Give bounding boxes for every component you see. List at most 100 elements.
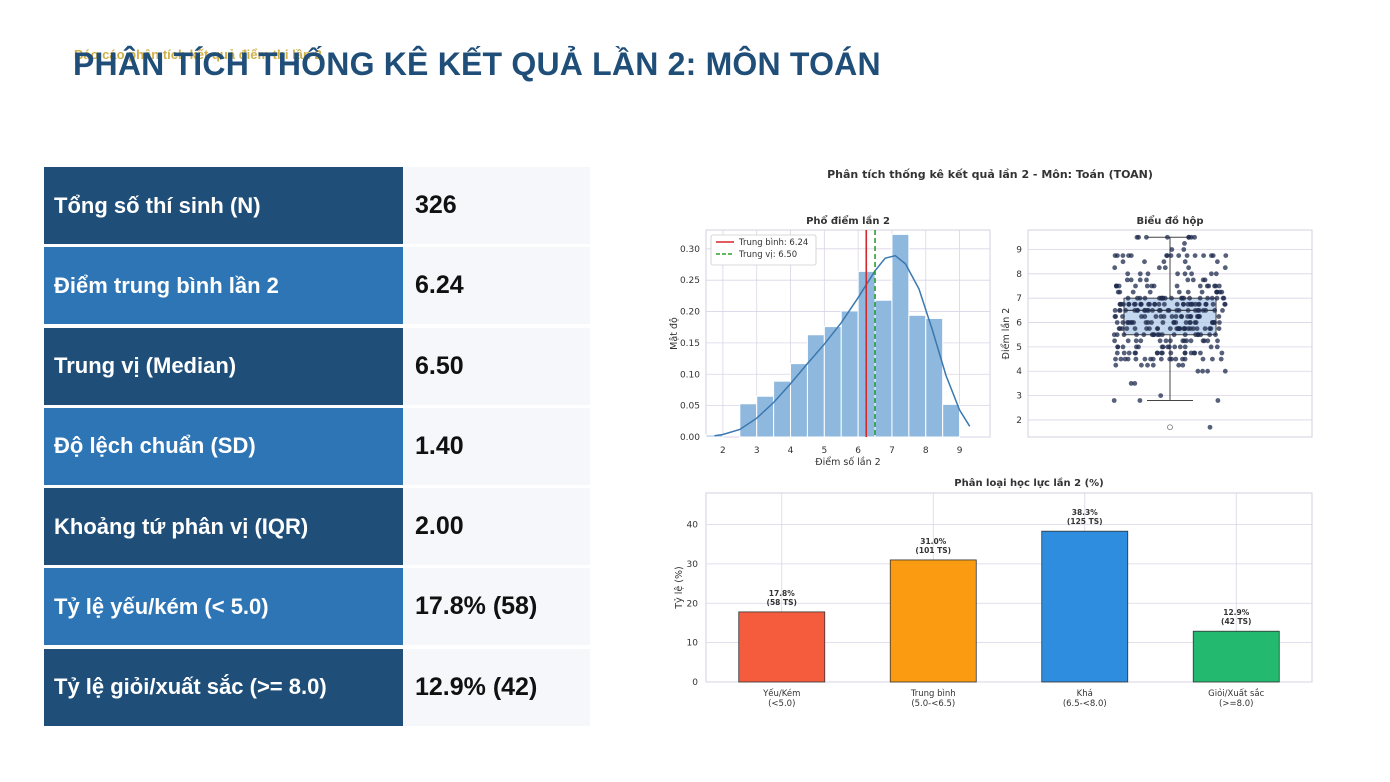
score-point — [1142, 295, 1148, 301]
bar-data-label: 17.8% (58 TS) — [767, 589, 797, 607]
y-tick-label: 20 — [687, 599, 699, 609]
score-point — [1173, 356, 1179, 362]
score-point — [1215, 398, 1221, 403]
score-point — [1147, 326, 1152, 331]
y-tick-label: 0.15 — [680, 339, 700, 349]
stat-value: 2.00 — [403, 488, 590, 566]
score-point — [1128, 277, 1134, 283]
x-tick-label: 6 — [855, 446, 861, 456]
score-point — [1124, 326, 1130, 331]
score-point — [1215, 259, 1220, 265]
score-point — [1160, 350, 1165, 356]
score-point — [1179, 314, 1184, 319]
histogram-bar — [773, 380, 792, 438]
score-point — [1149, 320, 1154, 325]
y-tick-label: 7 — [1016, 294, 1022, 304]
score-point — [1217, 320, 1222, 325]
score-point — [1185, 301, 1191, 307]
score-point — [1115, 253, 1120, 258]
score-point — [1133, 338, 1139, 344]
score-point — [1133, 356, 1139, 362]
score-point — [1216, 326, 1222, 331]
score-point — [1120, 320, 1126, 325]
stats-table: Tổng số thí sinh (N) 326 Điểm trung bình… — [44, 167, 590, 729]
score-point — [1184, 338, 1189, 344]
x-tick-label: 2 — [720, 446, 726, 456]
category-bar — [1192, 630, 1280, 683]
y-tick-label: 9 — [1016, 245, 1022, 255]
score-point — [1182, 350, 1188, 356]
score-point — [1203, 308, 1209, 313]
score-point — [1177, 344, 1183, 350]
stat-value: 6.24 — [403, 247, 590, 325]
score-point — [1222, 265, 1228, 271]
y-tick-label: 0.25 — [680, 276, 700, 286]
score-point — [1195, 308, 1201, 313]
score-point — [1112, 314, 1118, 319]
score-point — [1204, 283, 1210, 289]
box-plot-ylabel: Điểm lần 2 — [1001, 308, 1012, 360]
bar-data-label: 31.0% (101 TS) — [915, 537, 951, 555]
score-point — [1141, 332, 1147, 338]
x-tick-label: Giỏi/Xuất sắc (>=8.0) — [1208, 688, 1264, 709]
score-point — [1212, 308, 1218, 313]
y-tick-label: 0.05 — [680, 402, 700, 412]
score-point — [1216, 314, 1222, 319]
score-point — [1144, 277, 1149, 283]
x-tick-label: 8 — [923, 446, 929, 456]
score-point — [1195, 368, 1201, 374]
score-point — [1209, 295, 1215, 301]
score-point — [1144, 234, 1149, 240]
score-point — [1167, 344, 1172, 350]
score-point — [1169, 295, 1174, 301]
score-point — [1128, 320, 1133, 325]
score-point — [1111, 398, 1117, 403]
stat-value: 17.8% (58) — [403, 568, 590, 646]
score-point — [1142, 308, 1148, 313]
score-point — [1142, 356, 1148, 362]
classification-bar-chart: 0 10 20 30 40 17.8% (58 TS) Yếu/Kém (<5.0) 31.0%(… — [674, 477, 1313, 709]
score-point — [1160, 344, 1166, 350]
score-point — [1189, 271, 1194, 277]
score-point — [1191, 350, 1197, 356]
score-point — [1144, 283, 1150, 289]
score-point — [1198, 350, 1203, 356]
y-tick-label: 0.10 — [680, 370, 700, 380]
score-point — [1214, 344, 1220, 350]
stat-row-excellent-rate: Tỷ lệ giỏi/xuất sắc (>= 8.0) 12.9% (42) — [44, 648, 590, 729]
score-point — [1184, 253, 1190, 258]
score-point — [1163, 338, 1169, 344]
y-tick-label: 0.30 — [680, 245, 700, 255]
score-point — [1186, 326, 1191, 331]
x-tick-label: Yếu/Kém (<5.0) — [762, 688, 800, 709]
score-point — [1167, 326, 1173, 331]
legend-box — [710, 234, 817, 266]
score-point — [1114, 320, 1120, 325]
score-point — [1205, 338, 1211, 344]
score-point — [1222, 368, 1228, 374]
score-point — [1120, 314, 1125, 319]
score-point — [1174, 308, 1180, 313]
score-point — [1117, 289, 1123, 295]
x-tick-label: 5 — [821, 446, 827, 456]
score-point — [1188, 338, 1194, 344]
score-point — [1179, 295, 1185, 301]
y-tick-label: 40 — [687, 521, 699, 531]
box-plot-title: Biểu đồ hộp — [1136, 214, 1203, 227]
score-point — [1137, 271, 1143, 277]
score-point — [1126, 301, 1132, 307]
score-point — [1150, 308, 1155, 313]
score-point — [1211, 320, 1217, 325]
score-point — [1214, 295, 1220, 301]
score-point — [1157, 338, 1163, 344]
score-point — [1164, 253, 1170, 258]
score-point — [1197, 295, 1203, 301]
score-point — [1121, 301, 1126, 307]
score-point — [1137, 398, 1143, 403]
score-point — [1185, 277, 1191, 283]
stat-label: Tỷ lệ yếu/kém (< 5.0) — [44, 568, 403, 646]
score-point — [1120, 253, 1126, 258]
score-point — [1183, 320, 1189, 325]
y-tick-label: 0.00 — [680, 433, 700, 443]
score-point — [1207, 424, 1213, 430]
